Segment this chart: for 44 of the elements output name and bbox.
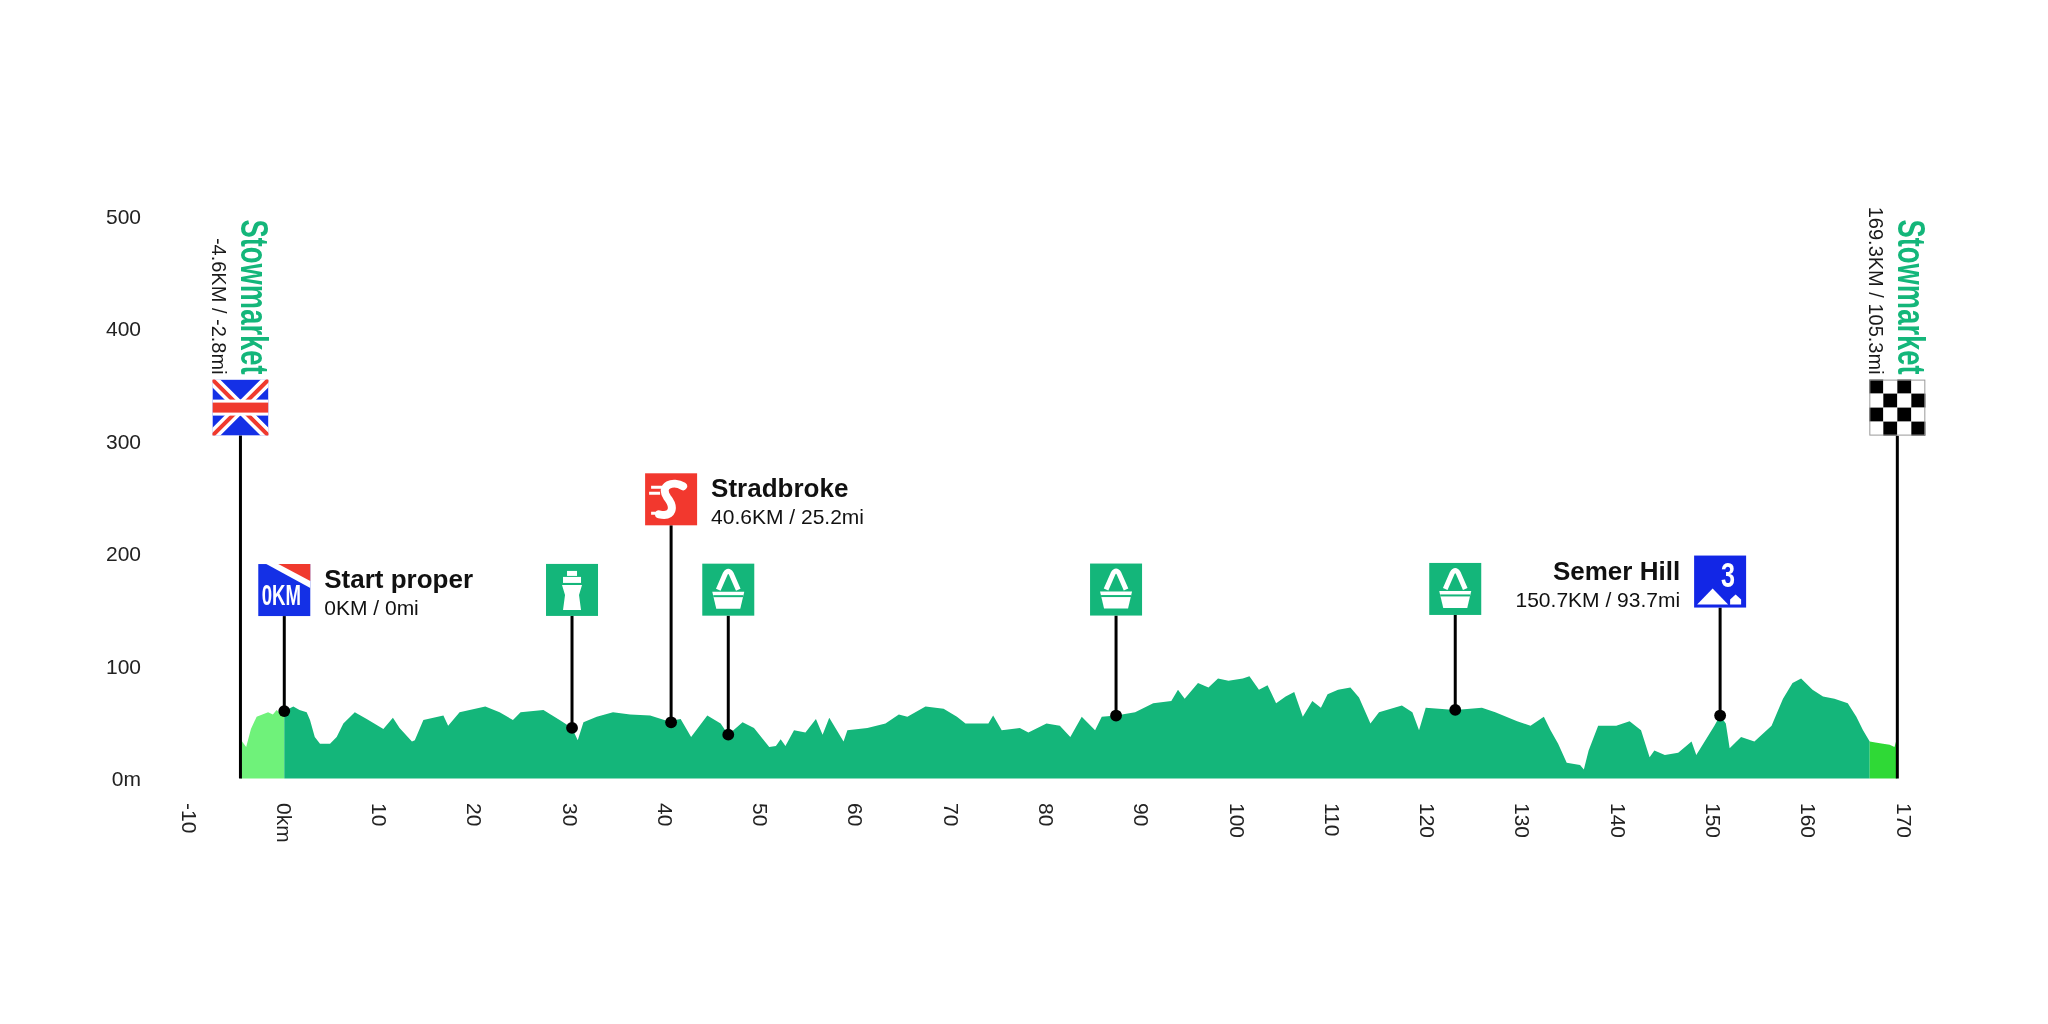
annotation: 3: [1721, 554, 1736, 595]
x-tick-label: 150: [1701, 803, 1725, 839]
annotation: Start proper: [324, 564, 474, 595]
annotation: 0KM: [261, 577, 301, 612]
x-tick-label: 70: [939, 803, 963, 827]
x-tick-label: 20: [463, 803, 487, 827]
x-tick-label: 40: [653, 803, 677, 827]
x-tick-label: 10: [368, 803, 392, 827]
x-tick-label: 30: [558, 803, 582, 827]
ref-line-label: Stowmarket: [233, 219, 276, 375]
point: [278, 705, 291, 717]
annotation: 40.6KM / 25.2mi: [711, 505, 865, 529]
point: [665, 716, 678, 729]
x-tick-label: 0km: [272, 803, 296, 843]
x-tick-label: 170: [1892, 803, 1916, 839]
x-tick-label: -10: [177, 803, 201, 834]
annotation: Stradbroke: [711, 473, 849, 504]
x-tick-label: 120: [1416, 803, 1440, 839]
y-tick-label: 0m: [111, 767, 141, 790]
annotation: Semer Hill: [1552, 555, 1681, 586]
point: [1714, 709, 1727, 722]
x-tick-label: 110: [1320, 803, 1344, 837]
annotation: -4.6KM / -2.8mi: [208, 237, 231, 375]
ref-line-label: Stowmarket: [1890, 219, 1933, 375]
annotation: 169.3KM / 105.3mi: [1865, 206, 1888, 375]
y-tick-label: 500: [105, 205, 141, 228]
x-tick-label: 60: [844, 803, 868, 827]
y-tick-label: 100: [105, 654, 141, 678]
point: [566, 722, 578, 734]
x-tick-label: 160: [1797, 803, 1821, 839]
x-tick-label: 130: [1511, 803, 1535, 839]
y-tick-label: 300: [105, 429, 141, 453]
y-tick-label: 400: [105, 317, 141, 341]
point: [722, 728, 735, 741]
annotation: 150.7KM / 93.7mi: [1515, 587, 1681, 611]
annotation: 0KM / 0mi: [324, 596, 419, 620]
x-tick-label: 140: [1606, 803, 1630, 839]
point: [1110, 709, 1122, 722]
x-tick-label: 100: [1225, 803, 1249, 839]
x-tick-label: 90: [1130, 803, 1154, 827]
point: [1449, 704, 1462, 716]
y-tick-label: 200: [105, 542, 141, 566]
x-tick-label: 80: [1035, 803, 1058, 827]
x-tick-label: 50: [749, 803, 773, 827]
